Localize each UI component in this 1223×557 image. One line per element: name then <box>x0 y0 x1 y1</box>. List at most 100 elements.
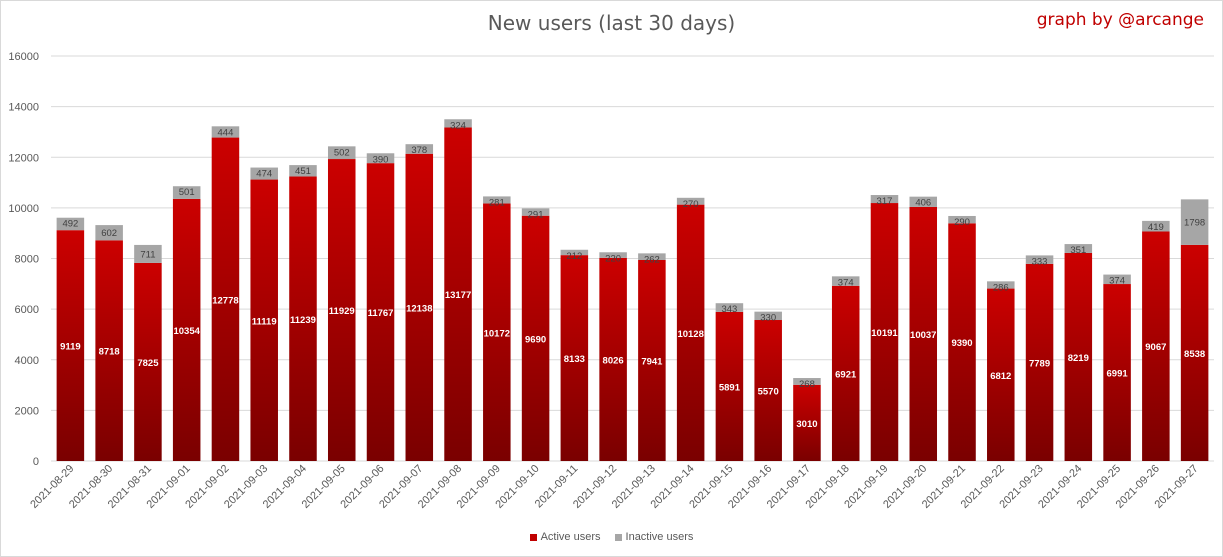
bars <box>56 119 1209 462</box>
bar-inactive <box>1064 244 1093 253</box>
data-label-inactive: 343 <box>721 304 737 315</box>
data-label-inactive: 419 <box>1148 222 1164 233</box>
data-label-active: 8718 <box>99 347 120 358</box>
data-label-inactive: 444 <box>218 127 234 138</box>
data-label-active: 6812 <box>990 371 1011 382</box>
bar-active <box>754 320 782 461</box>
data-label-inactive: 602 <box>101 228 117 239</box>
credit-label: graph by @arcange <box>1036 10 1204 30</box>
data-label-active: 12778 <box>212 295 238 306</box>
bar-active <box>948 223 976 461</box>
data-label-active: 8133 <box>564 354 585 365</box>
data-label-active: 10354 <box>173 326 200 337</box>
bar-inactive <box>1025 255 1054 264</box>
legend-label-inactive: Inactive users <box>625 531 694 543</box>
data-labels: 9119 492 8718 602 7825 711 10354 501 12778 444 111… <box>60 120 1205 430</box>
bar-active <box>676 204 705 461</box>
data-label-inactive: 317 <box>877 196 893 207</box>
data-label-inactive: 286 <box>993 282 1009 293</box>
bar-inactive <box>638 253 666 260</box>
bar-inactive <box>1142 220 1170 232</box>
bar-active <box>134 262 162 461</box>
bar-active <box>560 255 589 461</box>
bar-inactive <box>754 311 782 321</box>
y-tick-label: 14000 <box>8 102 39 114</box>
data-label-active: 5570 <box>758 387 779 398</box>
data-label-active: 11119 <box>252 316 277 327</box>
data-label-inactive: 501 <box>179 187 195 198</box>
data-label-active: 12138 <box>406 303 432 314</box>
data-label-active: 7941 <box>641 356 663 367</box>
bar-inactive <box>95 225 123 241</box>
bar-inactive <box>134 244 162 263</box>
data-label-active: 5891 <box>719 382 741 393</box>
y-tick-label: 6000 <box>15 304 39 316</box>
bar-inactive <box>599 252 627 258</box>
data-label-active: 13177 <box>445 290 471 301</box>
bar-active <box>521 215 550 461</box>
bar-active <box>715 311 744 461</box>
bar-active <box>831 285 860 461</box>
bar-active <box>366 163 395 461</box>
data-label-inactive: 212 <box>566 251 582 262</box>
data-label-active: 11767 <box>368 308 394 319</box>
bar-active <box>870 203 899 461</box>
bar-active <box>1103 284 1131 461</box>
data-label-active: 8538 <box>1184 349 1205 360</box>
legend-swatch-active <box>529 533 537 541</box>
data-label-inactive: 333 <box>1032 256 1048 267</box>
bar-inactive <box>172 186 201 199</box>
data-label-inactive: 1798 <box>1184 218 1205 229</box>
bar-active <box>405 153 434 461</box>
bar-inactive <box>715 303 744 312</box>
bar-active <box>599 257 627 461</box>
data-label-active: 8026 <box>603 355 624 366</box>
bar-active <box>95 240 123 461</box>
bar-inactive <box>948 215 976 224</box>
data-label-inactive: 378 <box>411 145 427 156</box>
data-label-inactive: 290 <box>954 217 970 228</box>
data-label-active: 9690 <box>525 334 546 345</box>
data-label-active: 6921 <box>835 369 857 380</box>
bar-active <box>909 206 938 461</box>
data-label-inactive: 291 <box>528 209 544 220</box>
bar-active <box>444 127 472 461</box>
data-label-inactive: 281 <box>489 197 505 208</box>
data-label-inactive: 262 <box>644 254 660 265</box>
y-axis-ticks: 0 2000 4000 6000 8000 10000 12000 14000 16000 <box>8 51 39 468</box>
data-label-inactive: 351 <box>1070 245 1086 256</box>
bar-active <box>1064 252 1093 461</box>
bar-inactive <box>560 249 589 256</box>
data-label-inactive: 390 <box>373 154 389 165</box>
bar-active <box>483 203 511 462</box>
legend-item-inactive: Inactive users <box>614 531 694 543</box>
bar-active <box>56 230 85 461</box>
bar-active <box>1142 231 1170 461</box>
legend-item-active: Active users <box>529 531 601 543</box>
legend-label-active: Active users <box>540 531 601 543</box>
data-label-inactive: 330 <box>760 313 776 324</box>
y-tick-label: 2000 <box>15 405 39 417</box>
data-label-active: 7825 <box>137 358 159 369</box>
bar-active <box>987 288 1015 461</box>
data-label-inactive: 711 <box>140 249 155 260</box>
bar-inactive <box>909 196 938 207</box>
bar-inactive <box>56 217 85 231</box>
bar-inactive <box>250 167 278 180</box>
data-label-inactive: 451 <box>295 166 311 177</box>
data-label-active: 11929 <box>329 306 355 317</box>
data-label-inactive: 374 <box>838 277 854 288</box>
bar-inactive <box>521 208 550 216</box>
bar-active <box>327 159 356 461</box>
data-label-active: 7789 <box>1029 358 1050 369</box>
bar-active <box>172 198 201 461</box>
bar-active <box>211 137 240 461</box>
data-label-inactive: 270 <box>683 199 699 210</box>
bar-inactive <box>870 195 899 204</box>
bar-active <box>289 176 317 461</box>
data-label-active: 9390 <box>951 338 972 349</box>
data-label-active: 9067 <box>1145 342 1166 353</box>
data-label-inactive: 374 <box>1109 276 1125 287</box>
